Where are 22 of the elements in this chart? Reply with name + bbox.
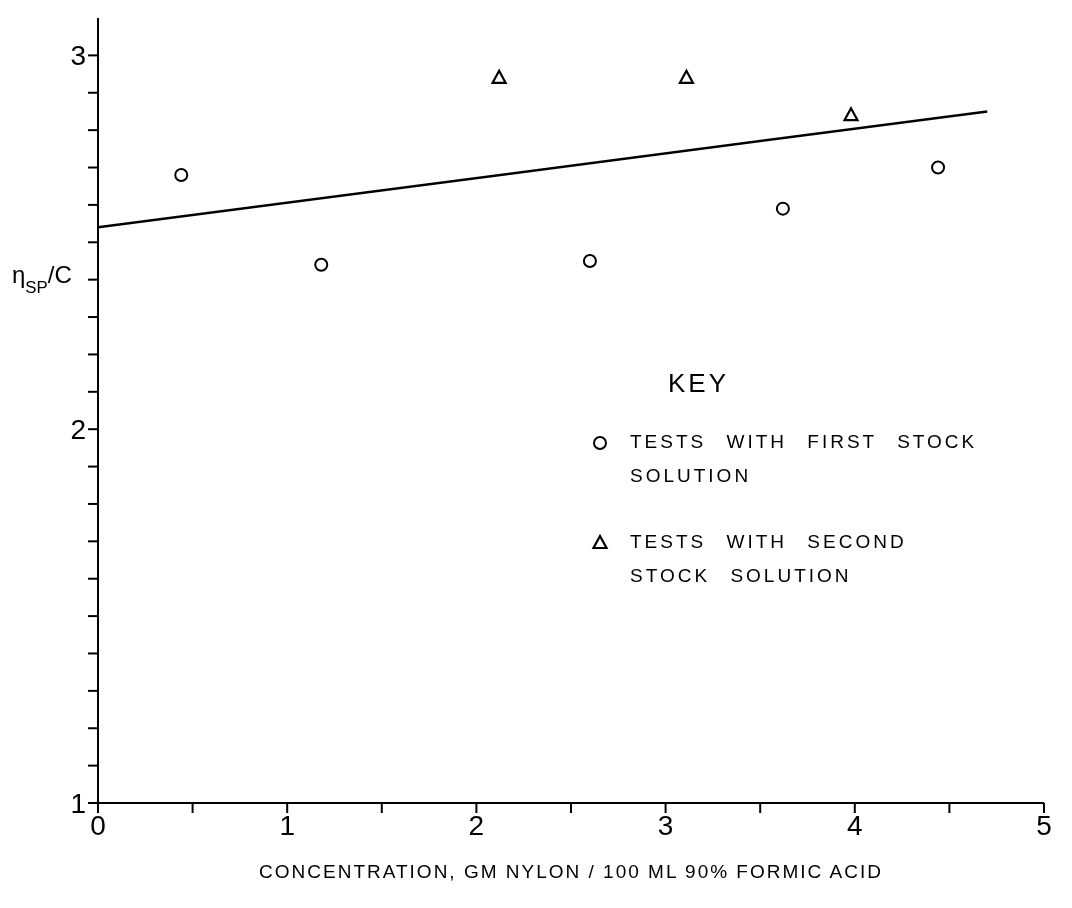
legend-label: TESTS WITH SECOND STOCK SOLUTION <box>630 530 908 588</box>
y-tick-label: 2 <box>70 414 86 446</box>
point <box>843 107 859 122</box>
point <box>174 168 189 182</box>
point <box>314 257 329 272</box>
x-tick-label: 2 <box>468 809 485 841</box>
x-tick-label: 1 <box>279 809 295 841</box>
legend-title: KEY <box>668 368 731 399</box>
point <box>678 69 695 84</box>
x-axis-title: CONCENTRATION, GM NYLON / 100 ML 90% FORMIC ACID <box>259 861 883 882</box>
x-tick-label: 0 <box>90 809 106 841</box>
point <box>931 160 946 175</box>
legend-label: TESTS WITH FIRST STOCK SOLUTION <box>630 430 979 488</box>
y-tick-label: 1 <box>70 787 86 819</box>
y-axis-title: η$_{SP}$/C <box>12 261 72 297</box>
y-tick-label: 3 <box>70 40 86 72</box>
x-tick-label: 5 <box>1036 809 1052 841</box>
point <box>775 201 790 216</box>
point <box>582 253 597 268</box>
x-tick-label: 4 <box>847 809 863 841</box>
point <box>491 69 507 84</box>
x-tick-label: 3 <box>657 809 674 841</box>
